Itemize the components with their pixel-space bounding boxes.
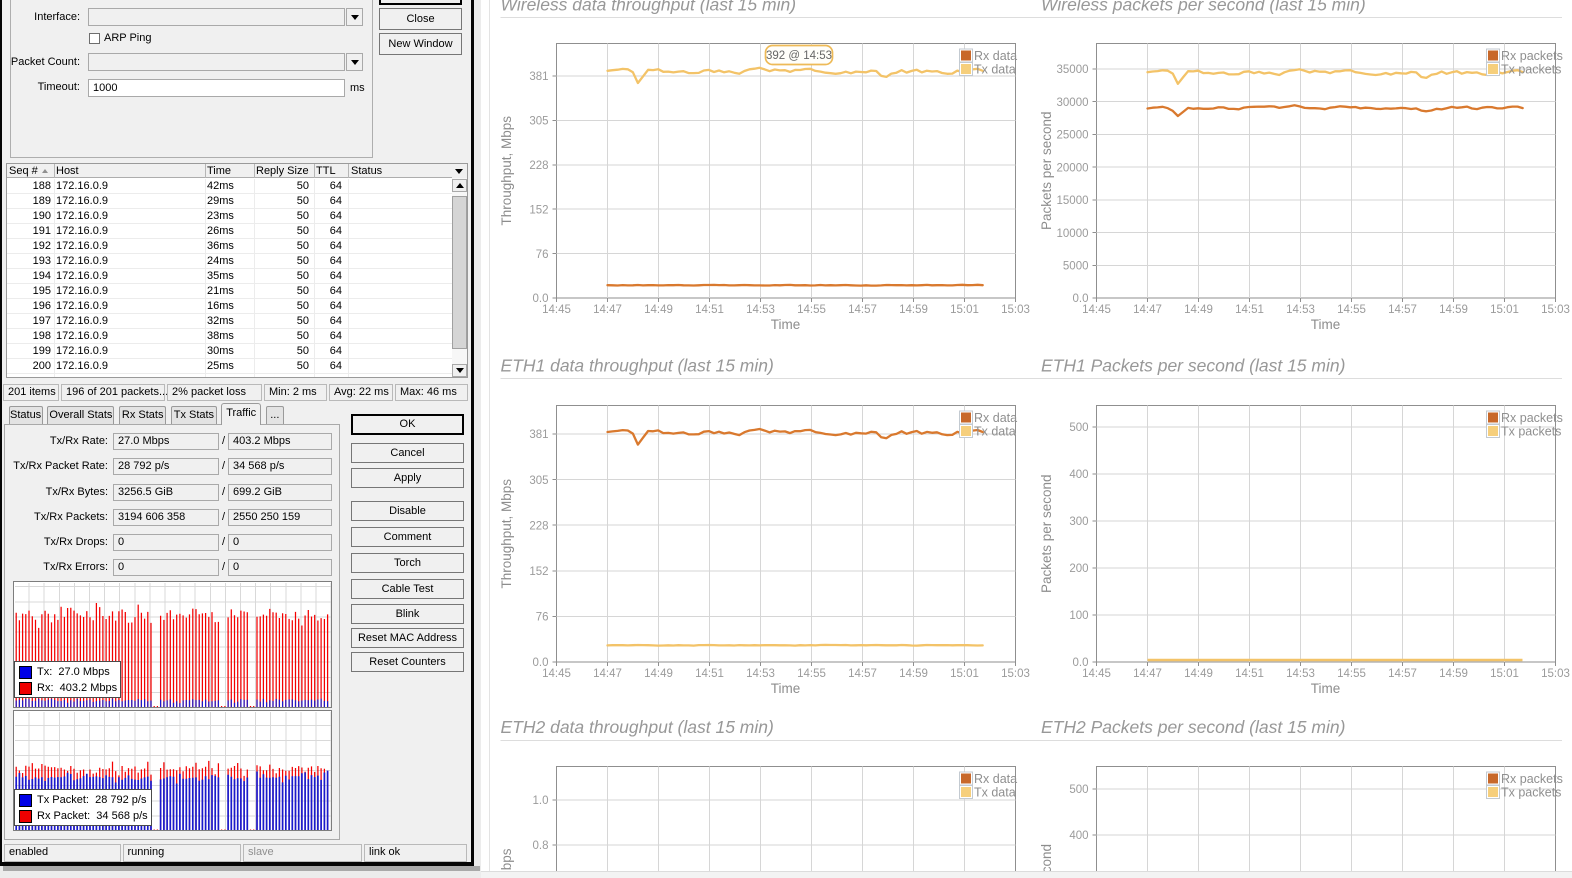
svg-text:0.8: 0.8 <box>533 840 549 852</box>
svg-text:0.0: 0.0 <box>1073 293 1089 305</box>
svg-text:76: 76 <box>536 249 549 261</box>
svg-text:Rx data: Rx data <box>974 772 1017 786</box>
svg-text:ETH1 Packets per second (last: ETH1 Packets per second (last 15 min) <box>1041 356 1345 376</box>
svg-text:100: 100 <box>1069 610 1088 622</box>
svg-text:15:03: 15:03 <box>1001 668 1030 680</box>
svg-text:14:47: 14:47 <box>593 668 622 680</box>
svg-text:14:59: 14:59 <box>1439 304 1468 316</box>
svg-text:14:57: 14:57 <box>1388 304 1417 316</box>
svg-text:15:01: 15:01 <box>950 668 979 680</box>
svg-text:Rx data: Rx data <box>974 411 1017 425</box>
svg-text:392 @ 14:53: 392 @ 14:53 <box>766 50 832 62</box>
svg-text:300: 300 <box>1069 516 1088 528</box>
svg-text:152: 152 <box>529 204 548 216</box>
svg-text:20000: 20000 <box>1057 162 1089 174</box>
svg-text:14:57: 14:57 <box>848 668 877 680</box>
svg-text:14:55: 14:55 <box>1337 304 1366 316</box>
svg-text:14:53: 14:53 <box>746 668 775 680</box>
svg-text:10000: 10000 <box>1057 228 1089 240</box>
svg-text:152: 152 <box>529 566 548 578</box>
svg-text:14:49: 14:49 <box>1184 668 1213 680</box>
svg-text:30000: 30000 <box>1057 97 1089 109</box>
svg-text:15:03: 15:03 <box>1001 304 1030 316</box>
svg-text:14:59: 14:59 <box>1439 668 1468 680</box>
svg-text:Throughput, Mbps: Throughput, Mbps <box>499 479 514 589</box>
svg-text:14:49: 14:49 <box>1184 304 1213 316</box>
svg-text:0.0: 0.0 <box>1073 657 1089 669</box>
svg-text:Tx packets: Tx packets <box>1501 62 1561 76</box>
svg-text:381: 381 <box>529 71 548 83</box>
svg-text:305: 305 <box>529 116 548 128</box>
svg-text:14:51: 14:51 <box>695 304 724 316</box>
svg-text:200: 200 <box>1069 563 1088 575</box>
svg-text:Rx packets: Rx packets <box>1501 772 1563 786</box>
svg-text:Tx data: Tx data <box>974 62 1016 76</box>
svg-text:0.0: 0.0 <box>533 293 549 305</box>
svg-text:14:55: 14:55 <box>797 668 826 680</box>
svg-text:15:01: 15:01 <box>950 304 979 316</box>
svg-text:500: 500 <box>1069 422 1088 434</box>
svg-text:15:01: 15:01 <box>1490 668 1519 680</box>
svg-text:14:57: 14:57 <box>848 304 877 316</box>
svg-text:Time: Time <box>771 681 801 696</box>
svg-text:Tx packets: Tx packets <box>1501 785 1561 799</box>
svg-text:400: 400 <box>1069 830 1088 842</box>
svg-text:14:57: 14:57 <box>1388 668 1417 680</box>
svg-text:Throughput, Mbps: Throughput, Mbps <box>499 848 514 878</box>
svg-text:Time: Time <box>1311 317 1341 332</box>
svg-text:ETH2 Packets per second (last: ETH2 Packets per second (last 15 min) <box>1041 717 1345 737</box>
svg-text:15:01: 15:01 <box>1490 304 1519 316</box>
svg-text:Tx packets: Tx packets <box>1501 424 1561 438</box>
svg-text:15000: 15000 <box>1057 195 1089 207</box>
svg-text:14:51: 14:51 <box>1235 668 1264 680</box>
svg-text:305: 305 <box>529 475 548 487</box>
svg-text:14:45: 14:45 <box>1082 668 1111 680</box>
svg-text:14:55: 14:55 <box>797 304 826 316</box>
svg-text:14:45: 14:45 <box>1082 304 1111 316</box>
svg-text:76: 76 <box>536 612 549 624</box>
svg-text:14:47: 14:47 <box>1133 668 1162 680</box>
svg-text:14:51: 14:51 <box>695 668 724 680</box>
svg-text:14:53: 14:53 <box>1286 668 1315 680</box>
svg-text:0.0: 0.0 <box>533 657 549 669</box>
svg-text:1.0: 1.0 <box>533 795 549 807</box>
svg-text:14:55: 14:55 <box>1337 668 1366 680</box>
svg-text:Rx packets: Rx packets <box>1501 411 1563 425</box>
svg-text:228: 228 <box>529 160 548 172</box>
svg-text:ETH2 data throughput (last 15: ETH2 data throughput (last 15 min) <box>501 717 774 737</box>
svg-text:Throughput, Mbps: Throughput, Mbps <box>499 116 514 226</box>
svg-text:ETH1 data throughput (last 15: ETH1 data throughput (last 15 min) <box>501 356 774 376</box>
svg-text:Packets per second: Packets per second <box>1039 474 1054 593</box>
svg-text:14:45: 14:45 <box>542 304 571 316</box>
svg-text:14:59: 14:59 <box>899 304 928 316</box>
svg-text:Rx packets: Rx packets <box>1501 49 1563 63</box>
svg-text:Packets per second: Packets per second <box>1039 844 1054 878</box>
svg-text:Tx data: Tx data <box>974 785 1016 799</box>
svg-text:Packets per second: Packets per second <box>1039 111 1054 230</box>
svg-text:228: 228 <box>529 520 548 532</box>
svg-text:14:47: 14:47 <box>593 304 622 316</box>
svg-text:14:51: 14:51 <box>1235 304 1264 316</box>
svg-text:14:47: 14:47 <box>1133 304 1162 316</box>
svg-text:25000: 25000 <box>1057 130 1089 142</box>
svg-text:14:53: 14:53 <box>1286 304 1315 316</box>
svg-text:15:03: 15:03 <box>1541 668 1570 680</box>
svg-text:Tx data: Tx data <box>974 424 1016 438</box>
svg-text:14:45: 14:45 <box>542 668 571 680</box>
svg-text:Wireless packets per second (l: Wireless packets per second (last 15 min… <box>1041 0 1366 15</box>
svg-text:381: 381 <box>529 429 548 441</box>
svg-text:35000: 35000 <box>1057 64 1089 76</box>
svg-text:14:49: 14:49 <box>644 304 673 316</box>
svg-text:Time: Time <box>771 317 801 332</box>
svg-text:500: 500 <box>1069 784 1088 796</box>
svg-text:14:53: 14:53 <box>746 304 775 316</box>
svg-text:Time: Time <box>1311 681 1341 696</box>
svg-text:14:49: 14:49 <box>644 668 673 680</box>
svg-text:Rx data: Rx data <box>974 49 1017 63</box>
svg-text:14:59: 14:59 <box>899 668 928 680</box>
svg-text:Wireless data throughput (last: Wireless data throughput (last 15 min) <box>501 0 797 15</box>
svg-text:15:03: 15:03 <box>1541 304 1570 316</box>
svg-text:5000: 5000 <box>1063 261 1089 273</box>
svg-text:400: 400 <box>1069 469 1088 481</box>
